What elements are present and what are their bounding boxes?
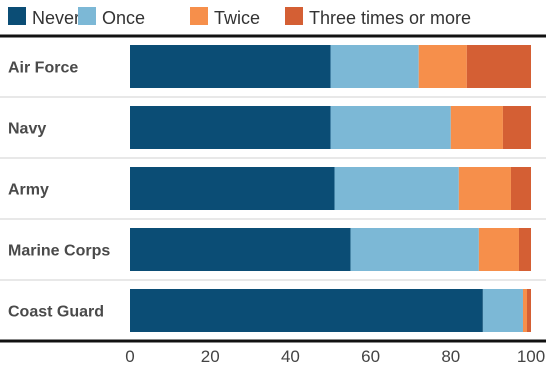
- bar-army-once: [334, 167, 459, 210]
- bar-army-never: [130, 167, 335, 210]
- legend-label-twice: Twice: [214, 8, 260, 28]
- category-label-navy: Navy: [8, 121, 46, 138]
- legend-label-three-times-or-more: Three times or more: [309, 8, 471, 28]
- bar-marine-corps-once: [350, 228, 479, 271]
- bar-navy-three-times-or-more: [502, 106, 531, 149]
- category-label-air-force: Air Force: [8, 60, 78, 77]
- legend-label-once: Once: [102, 8, 145, 28]
- legend-swatch-twice: [190, 7, 208, 25]
- bar-air-force-once: [330, 45, 419, 88]
- chart-rows: [0, 34, 546, 343]
- category-label-marine-corps: Marine Corps: [8, 243, 110, 260]
- bar-coast-guard-twice: [522, 289, 527, 332]
- legend-swatch-never: [8, 7, 26, 25]
- bar-coast-guard-once: [482, 289, 523, 332]
- bar-marine-corps-never: [130, 228, 351, 271]
- x-tick-label-0: 0: [125, 347, 134, 366]
- bars: Air Force Navy Army Marine Corps Coast Guard: [8, 45, 531, 332]
- bar-marine-corps-twice: [478, 228, 519, 271]
- bar-navy-twice: [450, 106, 503, 149]
- bar-coast-guard-never: [130, 289, 483, 332]
- x-tick-label-100: 100: [517, 347, 545, 366]
- legend-swatch-three-times-or-more: [285, 7, 303, 25]
- bar-army-twice: [458, 167, 511, 210]
- bar-navy-once: [330, 106, 451, 149]
- x-tick-label-40: 40: [281, 347, 300, 366]
- legend-swatch-once: [78, 7, 96, 25]
- legend-label-never: Never: [32, 8, 80, 28]
- category-label-coast-guard: Coast Guard: [8, 304, 104, 321]
- bar-air-force-twice: [418, 45, 467, 88]
- bar-army-three-times-or-more: [510, 167, 531, 210]
- bar-air-force-three-times-or-more: [466, 45, 531, 88]
- bar-marine-corps-three-times-or-more: [518, 228, 531, 271]
- x-tick-label-60: 60: [361, 347, 380, 366]
- bar-navy-never: [130, 106, 331, 149]
- x-tick-label-80: 80: [441, 347, 460, 366]
- x-axis: 0 20 40 60 80 100: [125, 347, 545, 366]
- x-tick-label-20: 20: [201, 347, 220, 366]
- legend: Never Once Twice Three times or more: [8, 7, 471, 28]
- bar-coast-guard-three-times-or-more: [526, 289, 531, 332]
- category-label-army: Army: [8, 182, 49, 199]
- bar-air-force-never: [130, 45, 331, 88]
